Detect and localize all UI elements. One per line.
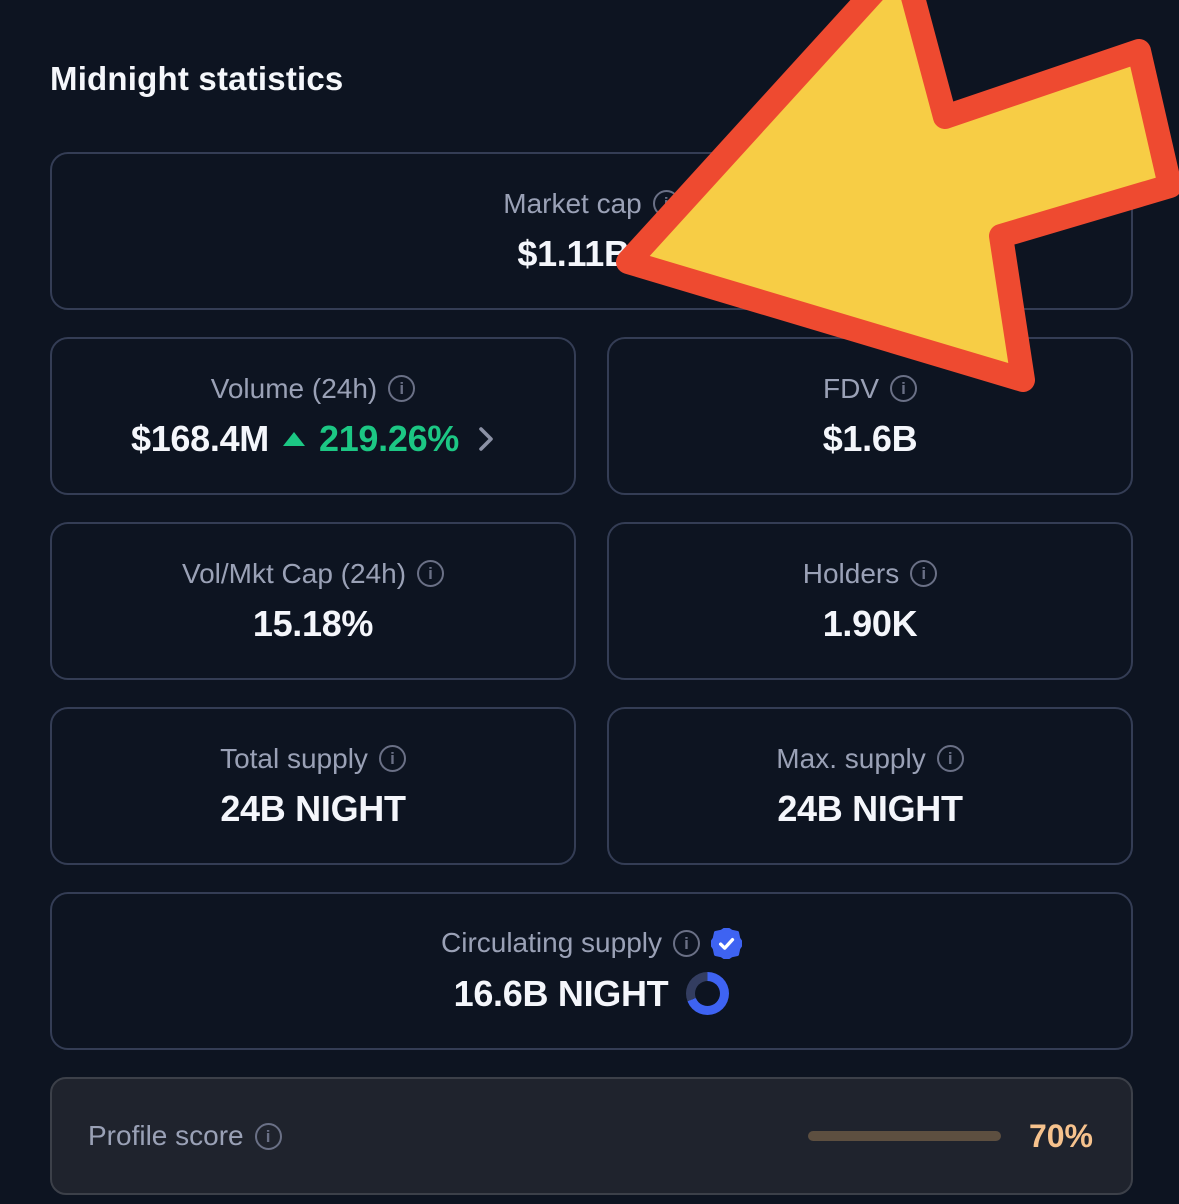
volume-change: 219.26% — [318, 417, 460, 459]
fdv-card: FDV i $1.6B — [607, 337, 1133, 495]
fdv-value: $1.6B — [822, 417, 918, 459]
holders-label: Holders — [802, 557, 900, 589]
page-title: Midnight statistics — [50, 60, 344, 97]
volume-value: $168.4M — [130, 417, 269, 459]
holders-value: 1.90K — [822, 602, 918, 644]
market-cap-card: Market cap i $1.11B — [50, 152, 1133, 310]
holders-card: Holders i 1.90K — [607, 522, 1133, 680]
circulating-supply-value: 16.6B NIGHT — [453, 972, 669, 1014]
info-icon[interactable]: i — [890, 375, 917, 402]
max-supply-card: Max. supply i 24B NIGHT — [607, 707, 1133, 865]
fdv-label: FDV — [823, 372, 879, 404]
info-icon[interactable]: i — [673, 929, 700, 957]
info-icon[interactable]: i — [910, 560, 938, 587]
up-arrow-icon — [643, 246, 666, 261]
profile-score-bar — [807, 1131, 1001, 1141]
total-supply-label: Total supply — [220, 742, 368, 774]
stats-grid: Market cap i $1.11B Volume (24h) i $168.… — [50, 152, 1133, 1195]
vol-mkt-cap-label: Vol/Mkt Cap (24h) — [181, 557, 407, 589]
vol-mkt-cap-card: Vol/Mkt Cap (24h) i 15.18% — [50, 522, 576, 680]
up-arrow-icon — [282, 431, 305, 446]
info-icon[interactable]: i — [254, 1122, 282, 1150]
supply-progress-ring-hole — [695, 981, 721, 1006]
circulating-supply-label: Circulating supply — [441, 927, 662, 958]
volume-card: Volume (24h) i $168.4M 219.26% — [50, 337, 576, 495]
profile-score-value: 70% — [1028, 1117, 1093, 1154]
max-supply-label: Max. supply — [776, 742, 926, 774]
max-supply-value: 24B NIGHT — [777, 787, 963, 829]
circulating-supply-card: Circulating supply i 16.6B NIGHT — [50, 892, 1133, 1050]
supply-progress-ring — [686, 972, 730, 1015]
info-icon[interactable]: i — [652, 190, 680, 217]
volume-label: Volume (24h) — [210, 372, 378, 404]
market-cap-value: $1.11B — [517, 232, 630, 274]
chevron-right-icon[interactable] — [477, 424, 495, 454]
info-icon[interactable]: i — [388, 375, 416, 402]
profile-score-label: Profile score — [88, 1120, 244, 1151]
total-supply-value: 24B NIGHT — [220, 787, 406, 829]
market-cap-label: Market cap — [503, 187, 642, 219]
info-icon[interactable]: i — [417, 560, 445, 587]
verified-badge-icon[interactable] — [711, 927, 742, 959]
total-supply-card: Total supply i 24B NIGHT — [50, 707, 576, 865]
info-icon[interactable]: i — [378, 745, 406, 772]
info-icon[interactable]: i — [936, 745, 964, 772]
profile-score-card: Profile score i 70% — [50, 1077, 1133, 1195]
vol-mkt-cap-value: 15.18% — [252, 602, 374, 644]
